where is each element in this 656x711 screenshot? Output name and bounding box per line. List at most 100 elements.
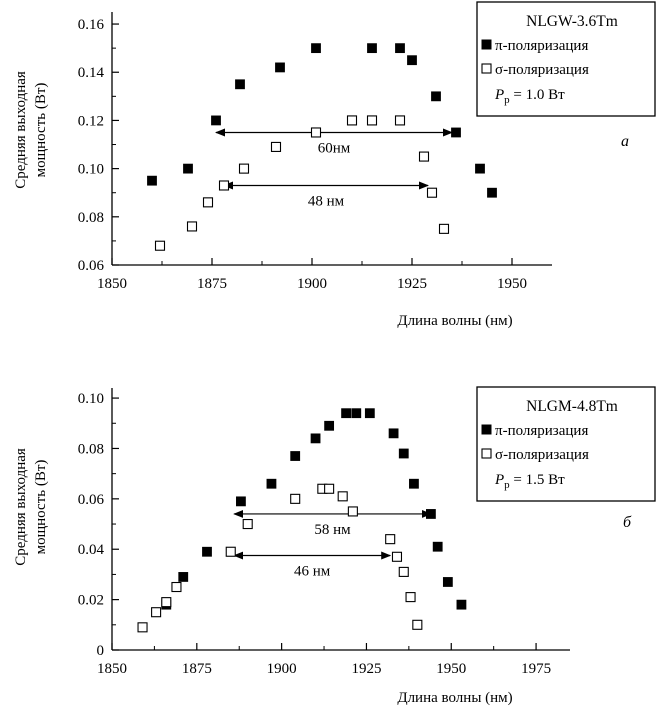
pi-data-point — [364, 408, 375, 419]
legend-title: NLGM-4.8Tm — [526, 398, 618, 415]
pi-data-point — [367, 43, 377, 54]
x-tick-label: 1875 — [182, 661, 212, 677]
pi-data-point — [426, 509, 436, 519]
pi-data-point — [351, 408, 362, 419]
sigma-data-point — [398, 566, 409, 577]
pi-data-point — [451, 127, 461, 138]
sigma-data-point — [310, 127, 322, 138]
sigma-data-point — [347, 506, 358, 517]
sigma-data-point — [270, 141, 282, 152]
x-tick-label: 1925 — [351, 661, 381, 677]
sigma-data-point — [346, 115, 358, 126]
pi-data-point — [442, 577, 453, 587]
pi-data-point — [341, 408, 351, 419]
y-tick-label: 0.14 — [78, 65, 105, 81]
sigma-data-point — [385, 534, 396, 545]
x-tick-label: 1850 — [97, 661, 127, 677]
sigma-data-point — [154, 240, 166, 251]
pi-data-point — [310, 433, 321, 444]
pi-data-point — [183, 163, 193, 174]
legend-pi-marker — [481, 424, 492, 435]
sigma-data-point — [238, 163, 250, 174]
legend-sigma-label: σ-поляризация — [495, 62, 589, 78]
panel-label: б — [623, 514, 632, 531]
sigma-data-point — [366, 115, 378, 126]
width-annotation: 58 нм — [314, 522, 351, 538]
chart-panel-2: 0 0.02 0.04 0.06 0.08 0.10 1850 1875 1900 1925 195… — [13, 386, 656, 706]
pi-data-point — [475, 163, 485, 174]
y-tick-label: 0.06 — [78, 492, 105, 508]
x-tick-label: 1875 — [197, 276, 227, 292]
pi-data-point — [409, 478, 419, 489]
y-tick-label: 0.12 — [78, 113, 104, 129]
pi-data-point — [311, 43, 321, 54]
y-tick-label: 0.10 — [78, 162, 104, 178]
y-tick-label: 0.08 — [78, 210, 104, 226]
x-tick-label: 1950 — [497, 276, 527, 292]
pi-data-point — [236, 496, 246, 507]
sigma-data-point — [418, 151, 430, 162]
x-tick-label: 1900 — [267, 661, 297, 677]
pi-data-point — [275, 62, 285, 73]
chart-panel-1: 0.06 0.08 0.10 0.12 0.14 0.16 1850 1875 1900 1925… — [13, 1, 656, 329]
pi-data-point — [147, 175, 157, 186]
legend-box — [476, 386, 656, 502]
legend-box — [476, 1, 656, 117]
pi-data-point — [324, 420, 335, 431]
sigma-data-point — [218, 180, 230, 191]
x-tick-label: 1975 — [521, 661, 551, 677]
pi-data-point — [487, 187, 497, 198]
y-axis-label: Средняя выходная — [13, 448, 29, 566]
legend-pump-power: Pp = 1.5 Вт — [494, 472, 565, 491]
sigma-data-point — [242, 518, 253, 530]
sigma-data-point — [337, 491, 348, 502]
sigma-data-point — [391, 551, 403, 562]
sigma-data-point — [426, 187, 438, 198]
y-tick-label: 0.10 — [78, 391, 104, 407]
sigma-data-point — [405, 592, 416, 603]
width-annotation: 46 нм — [294, 564, 331, 580]
width-annotation: 48 нм — [308, 193, 345, 209]
sigma-data-point — [394, 115, 406, 126]
legend-sigma-marker — [481, 448, 492, 459]
y-tick-label: 0 — [97, 643, 105, 659]
width-annotation: 60нм — [318, 140, 351, 156]
pi-data-point — [432, 541, 443, 552]
sigma-data-point — [161, 597, 172, 608]
y-tick-label: 0.02 — [78, 593, 104, 609]
legend-pi-label: π-поляризация — [495, 423, 588, 439]
pi-data-point — [235, 79, 245, 90]
panel-label: а — [621, 133, 629, 150]
legend-sigma-marker — [481, 63, 492, 74]
sigma-data-point — [186, 221, 198, 232]
pi-data-point — [202, 546, 212, 557]
sigma-data-point — [151, 607, 162, 618]
sigma-data-point — [225, 546, 236, 557]
y-axis-label: мощность (Вт) — [33, 83, 49, 178]
pi-data-point — [456, 599, 467, 610]
y-axis-label: мощность (Вт) — [33, 460, 49, 555]
sigma-data-point — [202, 197, 214, 208]
pi-data-point — [266, 478, 277, 489]
legend-pi-label: π-поляризация — [495, 38, 588, 54]
sigma-data-point — [324, 483, 335, 494]
legend-sigma-label: σ-поляризация — [495, 447, 589, 463]
legend-pump-power: Pp = 1.0 Вт — [494, 87, 565, 106]
legend-title: NLGW-3.6Tm — [526, 13, 618, 30]
legend-pi-marker — [481, 39, 492, 50]
y-tick-label: 0.16 — [78, 17, 105, 33]
sigma-data-point — [438, 223, 450, 234]
x-tick-label: 1900 — [297, 276, 327, 292]
pi-data-point — [431, 91, 441, 102]
y-axis-label: Средняя выходная — [13, 71, 29, 189]
x-axis-label: Длина волны (нм) — [397, 690, 512, 706]
pi-data-point — [211, 115, 221, 126]
sigma-data-point — [412, 619, 423, 630]
sigma-data-point — [290, 493, 301, 504]
pi-data-point — [407, 55, 417, 66]
x-axis-label: Длина волны (нм) — [397, 313, 512, 329]
y-tick-label: 0.06 — [78, 258, 105, 274]
pi-data-point — [395, 43, 405, 54]
y-tick-label: 0.04 — [78, 542, 105, 558]
